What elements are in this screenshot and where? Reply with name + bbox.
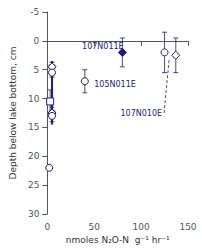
svg-text:0: 0: [34, 36, 40, 46]
svg-text:107N010E: 107N010E: [120, 109, 162, 118]
svg-text:0: 0: [44, 222, 50, 232]
svg-text:150: 150: [179, 222, 196, 232]
svg-text:20: 20: [28, 151, 40, 161]
svg-text:-5: -5: [30, 7, 39, 17]
svg-text:105N011E: 105N011E: [94, 80, 136, 89]
svg-text:nmoles N₂O-N g⁻¹ hr⁻¹: nmoles N₂O-N g⁻¹ hr⁻¹: [66, 235, 170, 245]
svg-text:10: 10: [28, 94, 40, 104]
svg-text:100: 100: [133, 222, 150, 232]
svg-text:50: 50: [89, 222, 101, 232]
svg-text:25: 25: [28, 180, 39, 190]
svg-text:5: 5: [34, 65, 40, 75]
svg-text:Depth below lake bottom, cm: Depth below lake bottom, cm: [8, 46, 18, 179]
svg-text:107N011E: 107N011E: [82, 42, 124, 51]
svg-text:30: 30: [28, 209, 40, 219]
svg-text:15: 15: [28, 122, 39, 132]
